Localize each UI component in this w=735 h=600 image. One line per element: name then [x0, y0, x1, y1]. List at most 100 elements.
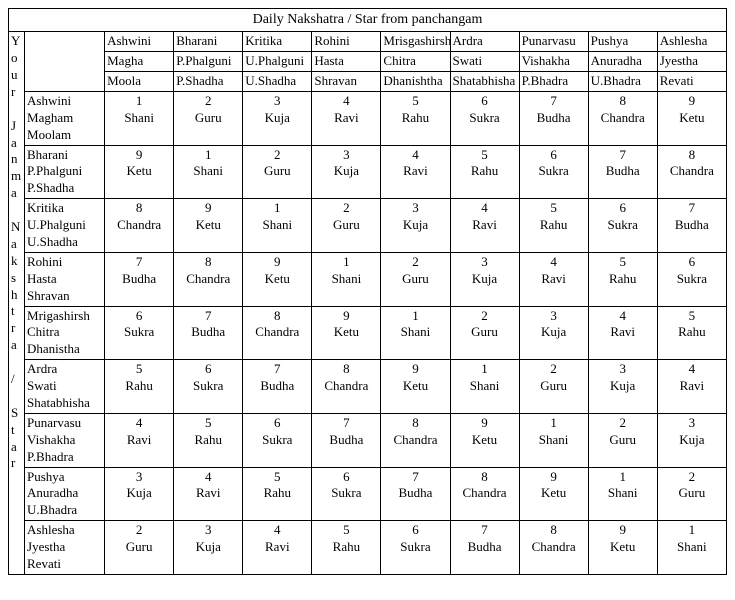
row-header: BharaniP.PhalguniP.Shadha	[25, 145, 105, 199]
col-header: Ashlesha	[657, 32, 726, 52]
side-label: Your Janma Nakshtra / Star	[9, 32, 25, 575]
row-header: AshwiniMaghamMoolam	[25, 91, 105, 145]
col-header: Jyestha	[657, 52, 726, 72]
data-cell: 3Kuja	[312, 145, 381, 199]
data-cell: 8Chandra	[657, 145, 726, 199]
data-cell: 7Budha	[174, 306, 243, 360]
row-header: PushyaAnuradhaU.Bhadra	[25, 467, 105, 521]
col-header: Kritika	[243, 32, 312, 52]
col-header: Pushya	[588, 32, 657, 52]
nakshatra-table: Daily Nakshatra / Star from panchangamYo…	[8, 8, 727, 575]
data-cell: 8Chandra	[450, 467, 519, 521]
col-header: Bharani	[174, 32, 243, 52]
data-cell: 4Ravi	[588, 306, 657, 360]
data-cell: 2Guru	[381, 252, 450, 306]
data-cell: 9Ketu	[312, 306, 381, 360]
col-header: Magha	[105, 52, 174, 72]
data-cell: 4Ravi	[519, 252, 588, 306]
col-header: U.Shadha	[243, 71, 312, 91]
col-header: Revati	[657, 71, 726, 91]
col-header: Ardra	[450, 32, 519, 52]
col-header: Ashwini	[105, 32, 174, 52]
data-cell: 1Shani	[588, 467, 657, 521]
data-cell: 2Guru	[657, 467, 726, 521]
data-cell: 2Guru	[243, 145, 312, 199]
col-header: Hasta	[312, 52, 381, 72]
data-cell: 7Budha	[450, 521, 519, 575]
data-cell: 3Kuja	[105, 467, 174, 521]
row-header: AshleshaJyesthaRevati	[25, 521, 105, 575]
data-cell: 9Ketu	[519, 467, 588, 521]
col-header: Vishakha	[519, 52, 588, 72]
row-header: ArdraSwatiShatabhisha	[25, 360, 105, 414]
data-cell: 3Kuja	[243, 91, 312, 145]
data-cell: 6Sukra	[312, 467, 381, 521]
col-header: Rohini	[312, 32, 381, 52]
data-cell: 7Budha	[381, 467, 450, 521]
data-cell: 8Chandra	[588, 91, 657, 145]
data-cell: 8Chandra	[243, 306, 312, 360]
col-header: Dhanishtha	[381, 71, 450, 91]
data-cell: 4Ravi	[450, 199, 519, 253]
row-header: RohiniHastaShravan	[25, 252, 105, 306]
data-cell: 5Rahu	[381, 91, 450, 145]
data-cell: 8Chandra	[105, 199, 174, 253]
col-header: U.Phalguni	[243, 52, 312, 72]
col-header: Anuradha	[588, 52, 657, 72]
data-cell: 8Chandra	[174, 252, 243, 306]
row-header: MrigashirshChitraDhanistha	[25, 306, 105, 360]
table-title: Daily Nakshatra / Star from panchangam	[9, 9, 727, 32]
data-cell: 6Sukra	[243, 413, 312, 467]
data-cell: 2Guru	[105, 521, 174, 575]
data-cell: 3Kuja	[450, 252, 519, 306]
data-cell: 2Guru	[312, 199, 381, 253]
col-header: Mrisgashirsh	[381, 32, 450, 52]
col-header: P.Bhadra	[519, 71, 588, 91]
data-cell: 4Ravi	[243, 521, 312, 575]
data-cell: 6Sukra	[174, 360, 243, 414]
data-cell: 6Sukra	[519, 145, 588, 199]
data-cell: 9Ketu	[105, 145, 174, 199]
data-cell: 4Ravi	[105, 413, 174, 467]
data-cell: 1Shani	[312, 252, 381, 306]
data-cell: 1Shani	[105, 91, 174, 145]
data-cell: 6Sukra	[105, 306, 174, 360]
col-header: Moola	[105, 71, 174, 91]
data-cell: 1Shani	[174, 145, 243, 199]
data-cell: 7Budha	[519, 91, 588, 145]
data-cell: 9Ketu	[174, 199, 243, 253]
data-cell: 9Ketu	[381, 360, 450, 414]
col-header: Punarvasu	[519, 32, 588, 52]
col-header: Shravan	[312, 71, 381, 91]
data-cell: 7Budha	[312, 413, 381, 467]
data-cell: 5Rahu	[174, 413, 243, 467]
data-cell: 9Ketu	[450, 413, 519, 467]
data-cell: 9Ketu	[243, 252, 312, 306]
data-cell: 8Chandra	[312, 360, 381, 414]
data-cell: 7Budha	[105, 252, 174, 306]
data-cell: 4Ravi	[381, 145, 450, 199]
data-cell: 1Shani	[450, 360, 519, 414]
data-cell: 8Chandra	[519, 521, 588, 575]
data-cell: 6Sukra	[657, 252, 726, 306]
data-cell: 5Rahu	[105, 360, 174, 414]
data-cell: 3Kuja	[657, 413, 726, 467]
col-header: Swati	[450, 52, 519, 72]
data-cell: 1Shani	[243, 199, 312, 253]
data-cell: 9Ketu	[657, 91, 726, 145]
col-header: Chitra	[381, 52, 450, 72]
data-cell: 6Sukra	[381, 521, 450, 575]
data-cell: 1Shani	[657, 521, 726, 575]
data-cell: 5Rahu	[519, 199, 588, 253]
data-cell: 8Chandra	[381, 413, 450, 467]
row-header: PunarvasuVishakhaP.Bhadra	[25, 413, 105, 467]
data-cell: 4Ravi	[312, 91, 381, 145]
data-cell: 5Rahu	[312, 521, 381, 575]
data-cell: 5Rahu	[657, 306, 726, 360]
data-cell: 6Sukra	[450, 91, 519, 145]
data-cell: 9Ketu	[588, 521, 657, 575]
data-cell: 3Kuja	[174, 521, 243, 575]
col-header: Shatabhisha	[450, 71, 519, 91]
col-header: U.Bhadra	[588, 71, 657, 91]
data-cell: 6Sukra	[588, 199, 657, 253]
